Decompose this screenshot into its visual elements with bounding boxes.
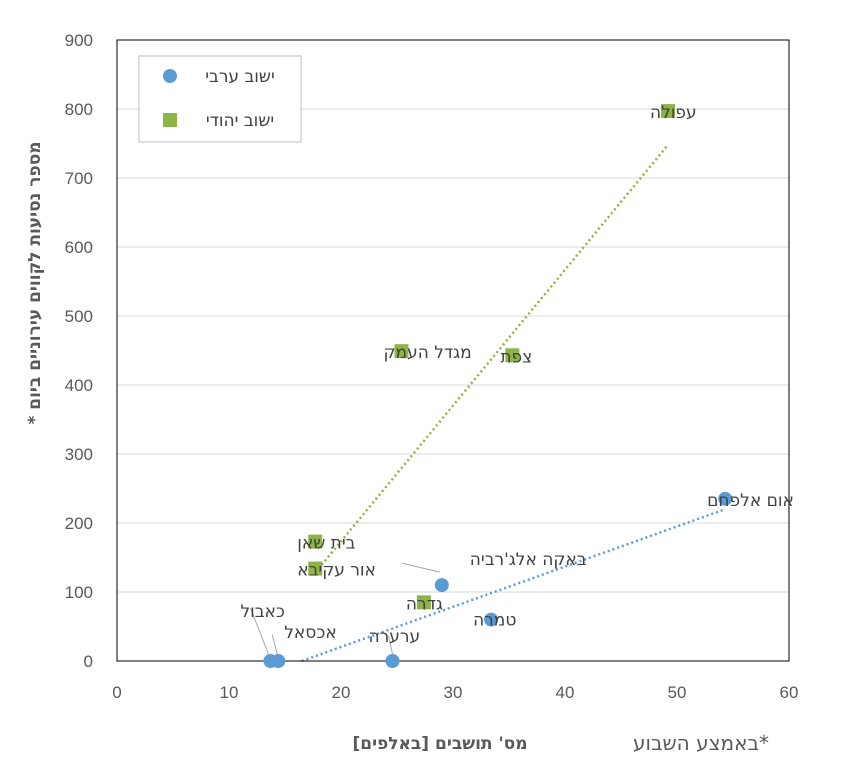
point-label: אום אלפחם: [707, 491, 794, 511]
y-tick-label: 200: [65, 514, 93, 533]
data-point: [718, 491, 733, 506]
point-label: בית שאן: [297, 534, 355, 554]
point-label: טמרה: [473, 611, 516, 631]
x-tick-label: 10: [220, 683, 239, 702]
point-label: עפולה: [650, 103, 697, 123]
data-point: [505, 348, 520, 363]
axes: 0 100 200 300 400 500 600 700 800 900 0 10 20 30 40 50 6…: [65, 31, 799, 702]
data-points: [263, 104, 733, 668]
point-label: כאבול: [240, 602, 284, 622]
data-point: [416, 595, 431, 610]
y-tick-label: 700: [65, 169, 93, 188]
data-point: [271, 654, 286, 668]
legend-marker-arab: [163, 69, 177, 83]
leader-line: [401, 562, 440, 573]
data-point: [308, 561, 323, 576]
point-labels: אום אלפחם טמרה באקה אלג'רביה ערערה כאבולאכסא…: [240, 103, 793, 647]
label-leader-lines: [249, 562, 440, 655]
point-label: גדרה: [406, 594, 443, 614]
y-tick-label: 300: [65, 445, 93, 464]
y-tick-label: 400: [65, 376, 93, 395]
legend: ישוב ערבי ישוב יהודי: [138, 55, 302, 143]
leader-line: [271, 634, 278, 655]
point-label: אכסאל: [284, 623, 336, 643]
x-axis-title: מס' תושבים [באלפים]: [352, 734, 527, 754]
trendline: [301, 508, 726, 663]
data-point: [661, 104, 676, 119]
legend-marker-jewish: [163, 113, 177, 127]
x-tick-label: 60: [780, 683, 799, 702]
x-tick-label: 30: [444, 683, 463, 702]
trendline: [314, 144, 670, 574]
y-tick-label: 500: [65, 307, 93, 326]
point-label: באקה אלג'רביה: [470, 550, 587, 570]
plot-area-border: [116, 39, 790, 662]
y-axis-title: מספר נסיעות לקווים עירוניים ביום *: [25, 141, 45, 424]
y-tick-label: 900: [65, 31, 93, 50]
point-label: צפת: [500, 347, 532, 367]
legend-label-arab: ישוב ערבי: [205, 67, 275, 87]
y-tick-label: 100: [65, 583, 93, 602]
y-tick-label: 600: [65, 238, 93, 257]
x-tick-label: 40: [556, 683, 575, 702]
leader-line: [388, 635, 394, 655]
point-label: אור עקיבא: [297, 561, 376, 581]
data-point: [308, 534, 323, 549]
data-point: [484, 612, 499, 627]
point-label: מגדל העמק: [383, 343, 471, 363]
trendlines: [301, 144, 726, 663]
x-tick-label: 0: [112, 683, 121, 702]
y-tick-label: 0: [84, 652, 93, 671]
point-label: ערערה: [369, 627, 421, 647]
leader-line: [249, 607, 269, 655]
footnote: *באמצע השבוע: [633, 731, 769, 755]
x-tick-label: 20: [332, 683, 351, 702]
legend-label-jewish: ישוב יהודי: [206, 111, 274, 131]
y-tick-label: 800: [65, 100, 93, 119]
data-point: [385, 654, 400, 668]
data-point: [434, 578, 449, 593]
data-point: [394, 344, 409, 359]
x-tick-label: 50: [668, 683, 687, 702]
